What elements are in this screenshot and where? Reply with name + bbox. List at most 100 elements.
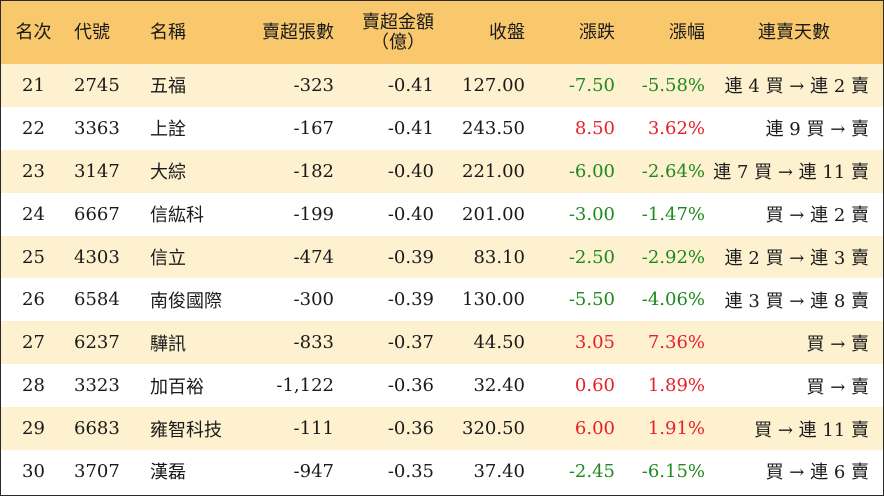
cell-name: 漢磊 bbox=[150, 462, 186, 484]
cell-rank: 21 bbox=[22, 74, 45, 96]
cell-streak: 買 → 賣 bbox=[806, 333, 869, 355]
cell-rank: 28 bbox=[22, 375, 45, 397]
cell-sell-amount: -0.40 bbox=[387, 203, 434, 225]
cell-change: 3.05 bbox=[574, 332, 615, 354]
cell-sell-volume: -300 bbox=[293, 289, 334, 311]
table-row: 21 2745 五福 -323 -0.41 127.00 -7.50 -5.58% 連 4 買 … bbox=[1, 64, 883, 107]
cell-streak: 連 2 買 → 連 3 賣 bbox=[724, 248, 869, 269]
cell-change-pct: -4.06% bbox=[641, 289, 705, 311]
cell-change: -5.50 bbox=[568, 289, 615, 311]
header-sell-amount-line2: （億） bbox=[371, 31, 425, 53]
cell-sell-amount: -0.35 bbox=[387, 460, 434, 482]
cell-close: 130.00 bbox=[462, 289, 525, 311]
table-row: 28 3323 加百裕 -1,122 -0.36 32.40 0.60 1.89% 買 → 賣 bbox=[1, 364, 883, 408]
cell-code: 6584 bbox=[74, 289, 120, 311]
cell-rank: 23 bbox=[22, 160, 45, 182]
cell-close: 127.00 bbox=[462, 74, 525, 96]
cell-name: 驊訊 bbox=[150, 333, 186, 355]
table-row: 24 6667 信紘科 -199 -0.40 201.00 -3.00 -1.47% 買 → 連… bbox=[1, 192, 883, 236]
cell-sell-volume: -1,122 bbox=[276, 375, 334, 397]
cell-change: -2.50 bbox=[568, 246, 615, 268]
cell-change: 6.00 bbox=[574, 418, 615, 440]
header-name: 名稱 bbox=[150, 21, 186, 43]
cell-change: 0.60 bbox=[574, 375, 615, 397]
cell-change-pct: 1.91% bbox=[647, 418, 705, 440]
header-sell-volume: 賣超張數 bbox=[262, 21, 334, 43]
cell-sell-amount: -0.39 bbox=[387, 289, 434, 311]
cell-streak: 買 → 連 11 賣 bbox=[754, 419, 869, 441]
cell-name: 加百裕 bbox=[150, 376, 204, 398]
cell-streak: 連 7 買 → 連 11 賣 bbox=[713, 162, 869, 184]
cell-change: -2.45 bbox=[568, 460, 615, 482]
cell-sell-amount: -0.36 bbox=[387, 375, 434, 397]
header-sell-amount-line1: 賣超金額 bbox=[362, 11, 434, 33]
cell-sell-volume: -199 bbox=[293, 203, 334, 225]
cell-close: 320.50 bbox=[462, 418, 525, 440]
cell-change: -3.00 bbox=[568, 203, 615, 225]
table-row: 27 6237 驊訊 -833 -0.37 44.50 3.05 7.36% 買 → 賣 bbox=[1, 321, 883, 365]
cell-rank: 25 bbox=[22, 246, 45, 268]
cell-change-pct: -5.58% bbox=[641, 74, 705, 96]
cell-change-pct: 7.36% bbox=[647, 332, 705, 354]
cell-streak: 連 3 買 → 連 8 賣 bbox=[724, 290, 869, 312]
cell-change: 8.50 bbox=[574, 117, 615, 139]
cell-change-pct: -6.15% bbox=[641, 460, 705, 482]
cell-sell-amount: -0.41 bbox=[387, 74, 434, 96]
cell-close: 243.50 bbox=[462, 117, 525, 139]
table-row: 26 6584 南俊國際 -300 -0.39 130.00 -5.50 -4.06% 連 3 … bbox=[1, 278, 883, 322]
cell-close: 221.00 bbox=[462, 160, 525, 182]
cell-code: 2745 bbox=[74, 74, 120, 96]
cell-code: 4303 bbox=[74, 246, 120, 268]
table-header: 名次 代號 名稱 賣超張數 賣超金額 （億） 收盤 漲跌 漲幅 連賣天數 bbox=[1, 1, 883, 64]
header-change: 漲跌 bbox=[579, 21, 615, 43]
cell-close: 83.10 bbox=[473, 246, 525, 268]
cell-name: 信紘科 bbox=[150, 205, 204, 227]
cell-name: 大綜 bbox=[150, 162, 186, 184]
cell-code: 6237 bbox=[74, 332, 120, 354]
cell-code: 3363 bbox=[74, 117, 120, 139]
cell-rank: 26 bbox=[22, 289, 45, 311]
header-change-pct: 漲幅 bbox=[669, 21, 705, 43]
cell-streak: 買 → 連 6 賣 bbox=[765, 462, 869, 484]
cell-sell-amount: -0.39 bbox=[387, 246, 434, 268]
cell-name: 信立 bbox=[150, 248, 186, 269]
header-sell-amount: 賣超金額 （億） bbox=[334, 1, 434, 64]
cell-streak: 連 4 買 → 連 2 賣 bbox=[724, 76, 869, 98]
cell-sell-volume: -111 bbox=[293, 418, 334, 440]
cell-change-pct: 3.62% bbox=[647, 117, 705, 139]
cell-sell-amount: -0.40 bbox=[387, 160, 434, 182]
cell-name: 雍智科技 bbox=[150, 419, 222, 441]
table-row: 29 6683 雍智科技 -111 -0.36 320.50 6.00 1.91% 買 → 連 … bbox=[1, 407, 883, 451]
header-rank: 名次 bbox=[15, 21, 52, 43]
cell-code: 6683 bbox=[74, 418, 120, 440]
table-row: 30 3707 漢磊 -947 -0.35 37.40 -2.45 -6.15% 買 → 連 6… bbox=[1, 450, 883, 493]
table-row: 22 3363 上詮 -167 -0.41 243.50 8.50 3.62% 連 9 買 → … bbox=[1, 106, 883, 150]
cell-streak: 連 9 買 → 賣 bbox=[765, 119, 869, 141]
cell-sell-volume: -167 bbox=[293, 117, 334, 139]
cell-streak: 買 → 賣 bbox=[806, 376, 869, 398]
cell-name: 上詮 bbox=[150, 119, 186, 141]
cell-rank: 30 bbox=[22, 460, 45, 482]
cell-change-pct: 1.89% bbox=[647, 375, 705, 397]
cell-sell-volume: -833 bbox=[293, 332, 334, 354]
header-close: 收盤 bbox=[489, 21, 525, 43]
cell-rank: 29 bbox=[22, 418, 45, 440]
cell-code: 3323 bbox=[74, 375, 120, 397]
cell-change-pct: -1.47% bbox=[641, 203, 705, 225]
table-row: 23 3147 大綜 -182 -0.40 221.00 -6.00 -2.64% 連 7 買 … bbox=[1, 149, 883, 193]
cell-code: 3147 bbox=[74, 160, 120, 182]
cell-streak: 買 → 連 2 賣 bbox=[765, 205, 869, 227]
cell-change-pct: -2.64% bbox=[641, 160, 705, 182]
table-row: 25 4303 信立 -474 -0.39 83.10 -2.50 -2.92% 連 2 買 →… bbox=[1, 235, 883, 279]
cell-name: 五福 bbox=[150, 76, 186, 98]
cell-name: 南俊國際 bbox=[150, 290, 222, 312]
cell-change: -6.00 bbox=[568, 160, 615, 182]
cell-rank: 22 bbox=[22, 117, 45, 139]
cell-close: 37.40 bbox=[473, 460, 525, 482]
cell-sell-amount: -0.41 bbox=[387, 117, 434, 139]
cell-sell-volume: -947 bbox=[293, 460, 334, 482]
cell-sell-amount: -0.36 bbox=[387, 418, 434, 440]
header-sell-amount-labels: 賣超金額 （億） bbox=[362, 11, 434, 53]
